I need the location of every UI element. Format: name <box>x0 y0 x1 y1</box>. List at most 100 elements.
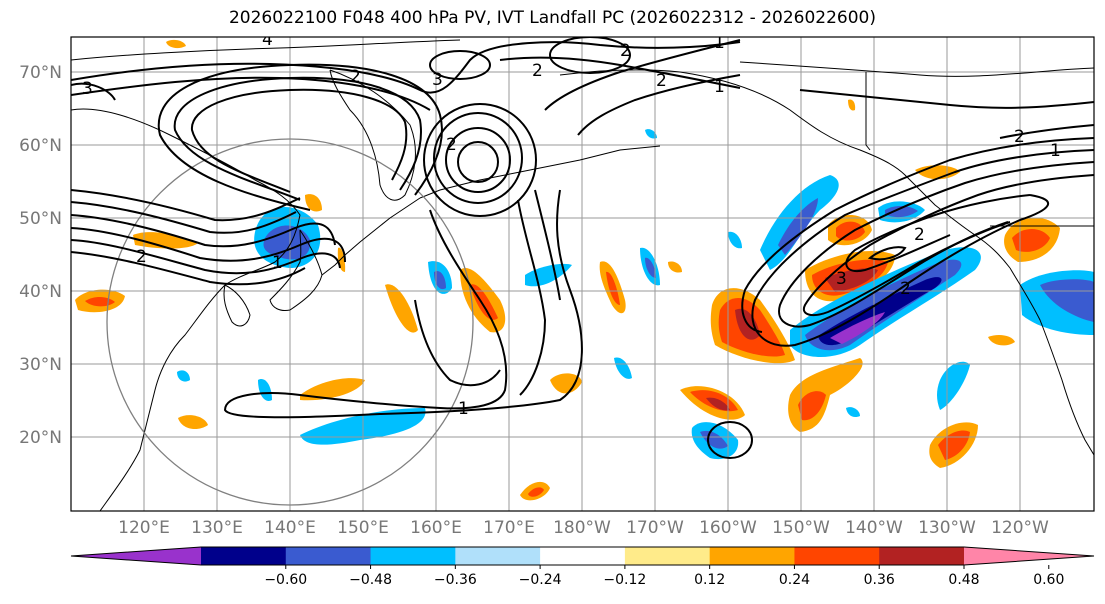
colorbar: −0.60 −0.48 −0.36 −0.24 −0.12 0.12 0.24 0.36 0.4… <box>70 546 1095 588</box>
anomaly-blob-subtropic-west <box>300 378 365 401</box>
colorbar-tick-label: −0.12 <box>603 572 646 588</box>
colorbar-bin <box>285 547 372 565</box>
anomaly-blob-coast-core <box>1012 229 1050 252</box>
colorbar-bin <box>794 547 880 565</box>
colorbar-bin <box>879 547 965 565</box>
colorbar-bin <box>709 547 795 565</box>
anomaly-blob-small-blue-3 <box>614 357 632 379</box>
anomaly-blob-small-blue-2 <box>258 379 272 401</box>
contour-small-3 <box>429 50 491 80</box>
contour-small-2 <box>549 37 631 74</box>
contour-jet-1 <box>71 227 346 263</box>
longitude-labels: 120°E 130°E 140°E 150°E 160°E 170°E 180°… <box>118 518 1049 538</box>
anomaly-blob-jet-purple <box>830 312 885 344</box>
contour-central-2 <box>517 189 561 396</box>
contour-jet-5 <box>71 201 297 234</box>
contour-label: 1 <box>1050 141 1061 161</box>
lon-label: 150°E <box>337 518 389 538</box>
contour-label: 3 <box>836 269 847 289</box>
contour-label: 4 <box>262 30 273 50</box>
lat-label: 40°N <box>19 282 62 302</box>
contour-labels: 4 3 2 2 2 1 1 2 3 2 1 3 2 1 2 1 2 2 <box>82 30 1061 419</box>
contour-label: 2 <box>532 61 543 81</box>
pv-contours <box>71 37 1094 459</box>
lon-label: 140°E <box>264 518 316 538</box>
contour-north-loop-3 <box>157 63 443 211</box>
contour-top-1 <box>71 41 741 94</box>
anomaly-blob-small-blue-1 <box>177 370 190 382</box>
anomaly-blob-ne-pacific-blue-core <box>778 198 818 255</box>
lon-label: 170°E <box>483 518 535 538</box>
anomaly-blob-southeast-dark <box>706 397 730 411</box>
colorbar-tick-label: −0.48 <box>349 572 392 588</box>
colorbar-tick-label: 0.12 <box>694 572 725 588</box>
contour-trough-2 <box>778 161 1094 328</box>
anomaly-blob-south-orange <box>550 373 582 394</box>
colorbar-extension-high <box>964 547 1094 565</box>
contour-label: 2 <box>350 67 361 87</box>
pv-shading <box>75 39 1094 501</box>
contour-central-1 <box>223 189 583 419</box>
lon-label: 140°W <box>845 518 903 538</box>
contour-label: 3 <box>82 79 93 99</box>
lat-label: 50°N <box>19 209 62 229</box>
contour-small-1 <box>707 421 753 459</box>
colorbar-bin <box>455 547 541 565</box>
anomaly-blob-small-orange-1 <box>178 415 208 430</box>
anomaly-blob-gulf-blue-core <box>885 205 918 218</box>
lon-label: 120°W <box>991 518 1049 538</box>
contour-trough-4 <box>845 194 1031 273</box>
anomaly-blob-trough-dark <box>825 268 878 292</box>
contour-label: 1 <box>272 253 283 273</box>
coast-alaska <box>559 69 1011 269</box>
lon-label: 130°W <box>918 518 976 538</box>
contour-label: 2 <box>656 71 667 91</box>
anomaly-blob-140w-small-blue <box>937 361 970 410</box>
contour-label: 1 <box>714 33 725 53</box>
contour-north-loop-2 <box>190 88 408 193</box>
chart-title: 2026022100 F048 400 hPa PV, IVT Landfall… <box>228 8 876 28</box>
anomaly-blob-japan-core <box>263 225 311 260</box>
gridlines <box>71 37 1094 511</box>
lon-label: 150°W <box>772 518 830 538</box>
lon-label: 170°W <box>626 518 684 538</box>
contour-label: 2 <box>1014 127 1025 147</box>
colorbar-bin <box>370 547 456 565</box>
colorbar-outline <box>70 546 1095 566</box>
lon-label: 160°E <box>410 518 462 538</box>
contour-central-3 <box>414 299 501 387</box>
latitude-labels: 70°N 60°N 50°N 40°N 30°N 20°N <box>19 63 62 448</box>
anomaly-blob-small-blue-6 <box>645 129 657 139</box>
contour-alaska-4 <box>999 124 1094 139</box>
anomaly-blob-wpac-blue-core <box>434 270 446 290</box>
landfall-circle <box>106 138 474 506</box>
coast-aleutians <box>419 145 661 199</box>
lat-label: 30°N <box>19 355 62 375</box>
colorbar-tick-label: −0.24 <box>519 572 562 588</box>
colorbar-tick-label: 0.60 <box>1033 572 1064 588</box>
contour-small-4 <box>71 82 116 101</box>
contour-label: 2 <box>914 225 925 245</box>
anomaly-blob-160w-core <box>606 271 620 305</box>
contour-trough-6 <box>741 137 1094 333</box>
anomaly-blob-small-orange-4 <box>166 39 186 49</box>
anomaly-blob-small-blue-5 <box>846 407 860 418</box>
contour-top-2 <box>71 76 431 111</box>
contour-jet-4 <box>71 214 336 248</box>
coast-kurils <box>321 197 421 276</box>
anomaly-blob-small-blue-4 <box>728 231 742 249</box>
colorbar-bin <box>201 547 287 565</box>
contour-jet-2 <box>71 239 341 275</box>
coast-arctic <box>71 39 1094 77</box>
anomaly-blob-small-orange-3 <box>848 99 856 111</box>
contour-label: 2 <box>136 247 147 267</box>
contour-label: 1 <box>458 399 469 419</box>
anomaly-blob-south-orange-2-core <box>528 487 544 497</box>
contour-alaska-3 <box>799 89 1094 109</box>
anomaly-blob-small-orange-5 <box>668 261 682 273</box>
contour-label: 2 <box>446 135 457 155</box>
contour-cutoff-4 <box>423 103 537 217</box>
contour-jet-6 <box>71 189 301 222</box>
colorbar-tick-label: 0.24 <box>779 572 810 588</box>
